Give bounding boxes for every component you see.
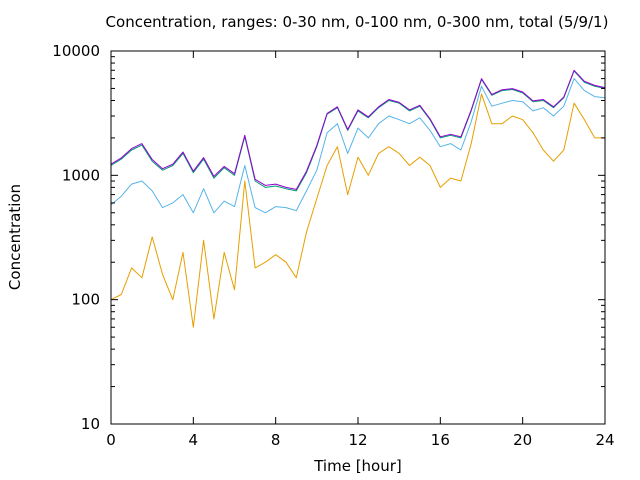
series-line-2 — [110, 70, 606, 192]
plot-frame — [110, 50, 606, 425]
x-tick-label: 24 — [595, 431, 614, 449]
y-tick-label: 100 — [71, 291, 100, 309]
y-tick-label: 10000 — [52, 42, 100, 60]
series-line-3 — [110, 69, 606, 190]
series-layer — [110, 69, 606, 328]
x-tick-label: 4 — [189, 431, 199, 449]
x-tick-label: 20 — [513, 431, 532, 449]
x-tick-label: 0 — [106, 431, 116, 449]
y-tick-label: 1000 — [62, 166, 100, 184]
series-line-1 — [110, 78, 606, 214]
series-line-0 — [110, 93, 605, 328]
plot-area — [110, 50, 606, 425]
x-tick-label: 16 — [431, 431, 450, 449]
chart-title: Concentration, ranges: 0-30 nm, 0-100 nm… — [106, 13, 609, 31]
x-tick-label: 8 — [271, 431, 281, 449]
y-tick-label: 10 — [81, 415, 100, 433]
x-tick-label: 12 — [348, 431, 367, 449]
y-axis-label: Concentration — [6, 184, 24, 290]
ticks-layer: 0 4 8 12 16 20 24 10 100 1000 10000 — [52, 42, 614, 449]
x-axis-label: Time [hour] — [313, 457, 402, 475]
